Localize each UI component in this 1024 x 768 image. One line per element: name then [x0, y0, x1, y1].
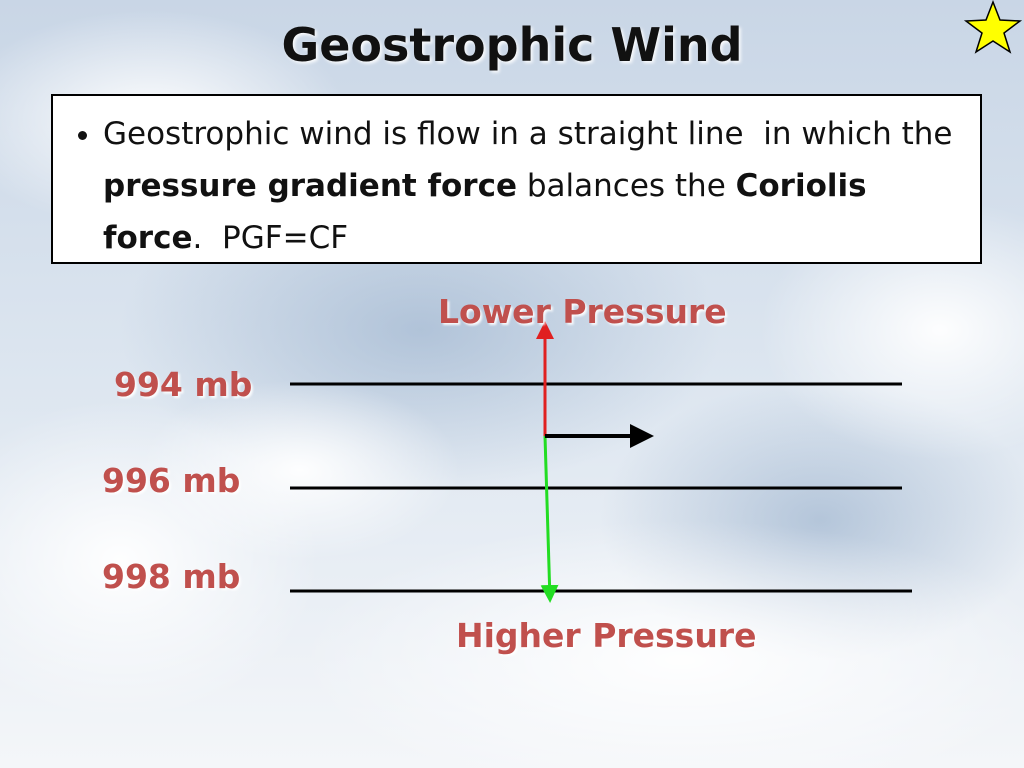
isobar-label: 994 mb [114, 365, 253, 404]
bold-text: pressure gradient force [103, 168, 517, 204]
text: balances the [516, 168, 736, 204]
slide-title: Geostrophic Wind [281, 18, 743, 72]
isobar-label: 996 mb [102, 461, 241, 500]
bold-text: Coriolis force [103, 168, 878, 256]
text-box: Geostrophic wind is flow in a straight l… [51, 94, 982, 264]
bullet-item: Geostrophic wind is flow in a straight l… [103, 108, 960, 264]
top-label: Lower Pressure [438, 292, 727, 331]
isobar-label: 998 mb [102, 557, 241, 596]
text: Geostrophic wind is flow in a straight l… [103, 116, 963, 152]
bullet-list: Geostrophic wind is flow in a straight l… [103, 108, 960, 264]
star-icon [963, 0, 1023, 54]
coriolis-arrow [540, 435, 559, 603]
text: . PGF=CF [192, 220, 349, 256]
bottom-label: Higher Pressure [456, 616, 757, 655]
